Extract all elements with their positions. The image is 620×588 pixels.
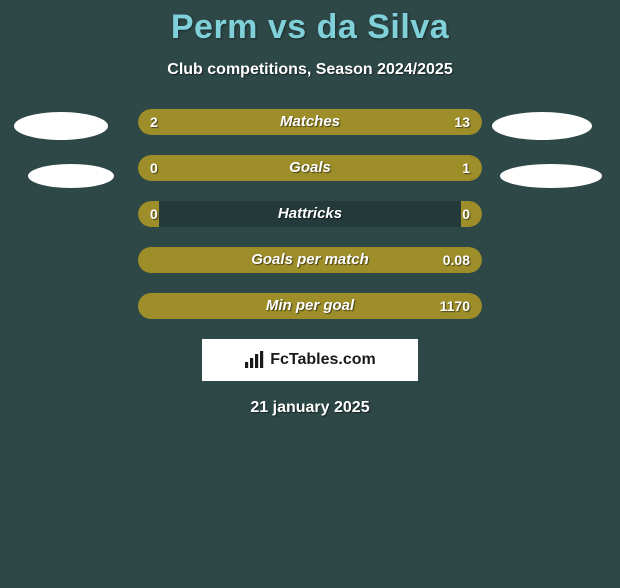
player-ellipse-2 (492, 112, 592, 140)
player-ellipse-3 (500, 164, 602, 188)
bars-container: 2 Matches 13 0 Goals 1 0 Hattricks 0 Goals per ma… (138, 109, 482, 319)
bar-chart-icon (244, 351, 266, 369)
stat-bar: 0 Goals 1 (138, 155, 482, 181)
bar-right-value: 13 (454, 109, 470, 135)
bar-right-value: 1170 (440, 293, 470, 319)
stat-bar: 2 Matches 13 (138, 109, 482, 135)
player-ellipse-1 (28, 164, 114, 188)
bar-left-fill (138, 109, 200, 135)
bar-label: Min per goal (266, 293, 354, 319)
stat-bar: Min per goal 1170 (138, 293, 482, 319)
bar-right-value: 0 (462, 201, 470, 227)
bar-left-value: 0 (150, 155, 158, 181)
bar-left-value: 2 (150, 109, 158, 135)
bar-label: Matches (280, 109, 340, 135)
logo: FcTables.com (244, 351, 376, 369)
bar-right-value: 0.08 (443, 247, 470, 273)
logo-text: FcTables.com (270, 351, 376, 369)
subtitle: Club competitions, Season 2024/2025 (0, 61, 620, 79)
stat-bar: 0 Hattricks 0 (138, 201, 482, 227)
bar-label: Goals per match (251, 247, 369, 273)
bar-left-value: 0 (150, 201, 158, 227)
bar-label: Goals (289, 155, 331, 181)
page-title: Perm vs da Silva (0, 8, 620, 47)
bar-label: Hattricks (278, 201, 342, 227)
bar-right-fill (200, 109, 482, 135)
player-ellipse-0 (14, 112, 108, 140)
comparison-chart: 2 Matches 13 0 Goals 1 0 Hattricks 0 Goals per ma… (0, 109, 620, 319)
date-label: 21 january 2025 (0, 399, 620, 417)
stat-bar: Goals per match 0.08 (138, 247, 482, 273)
logo-box: FcTables.com (202, 339, 418, 381)
bar-right-value: 1 (462, 155, 470, 181)
